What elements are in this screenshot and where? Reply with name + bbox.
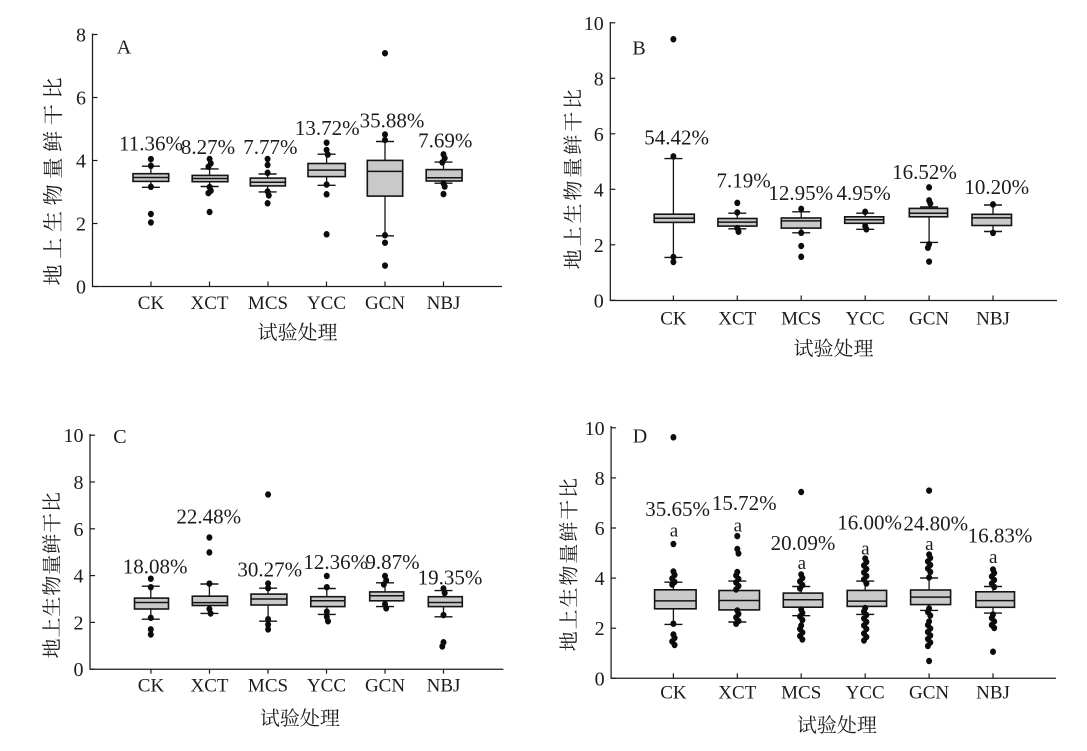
svg-text:MCS: MCS [248, 293, 288, 314]
svg-text:D: D [633, 426, 647, 448]
svg-text:XCT: XCT [191, 676, 229, 697]
svg-text:13.72%: 13.72% [295, 116, 360, 140]
svg-text:22.48%: 22.48% [176, 505, 241, 529]
svg-text:0: 0 [76, 277, 86, 299]
svg-text:2: 2 [76, 214, 86, 236]
svg-text:B: B [632, 38, 645, 60]
svg-text:NBJ: NBJ [427, 293, 461, 314]
svg-text:CK: CK [138, 676, 165, 697]
svg-text:6: 6 [74, 519, 84, 541]
svg-text:CK: CK [660, 308, 687, 329]
svg-text:19.35%: 19.35% [418, 566, 483, 590]
svg-text:11.36%: 11.36% [119, 132, 183, 156]
svg-text:XCT: XCT [191, 293, 229, 314]
svg-text:20.09%: 20.09% [771, 531, 836, 555]
svg-text:a: a [989, 547, 998, 568]
svg-text:MCS: MCS [781, 308, 821, 329]
svg-text:54.42%: 54.42% [644, 126, 709, 150]
svg-text:CK: CK [660, 682, 687, 703]
svg-text:GCN: GCN [909, 682, 949, 703]
svg-text:8.27%: 8.27% [181, 135, 235, 159]
svg-text:4: 4 [74, 566, 84, 588]
svg-text:YCC: YCC [307, 293, 346, 314]
svg-text:35.88%: 35.88% [360, 108, 425, 132]
svg-text:NBJ: NBJ [976, 682, 1010, 703]
svg-text:a: a [925, 534, 934, 555]
svg-text:8: 8 [74, 472, 84, 494]
svg-text:16.00%: 16.00% [837, 511, 902, 535]
svg-text:NBJ: NBJ [976, 308, 1010, 329]
svg-text:8: 8 [76, 25, 86, 47]
svg-text:GCN: GCN [365, 293, 405, 314]
svg-text:4.95%: 4.95% [836, 181, 890, 205]
svg-text:4: 4 [595, 568, 605, 590]
svg-text:C: C [113, 426, 126, 448]
svg-text:CK: CK [138, 293, 165, 314]
svg-text:YCC: YCC [846, 682, 885, 703]
svg-text:10: 10 [584, 13, 604, 35]
svg-text:9.87%: 9.87% [365, 550, 419, 574]
svg-text:12.95%: 12.95% [768, 181, 833, 205]
svg-text:a: a [734, 515, 743, 536]
svg-text:0: 0 [74, 659, 84, 681]
svg-text:6: 6 [76, 88, 86, 110]
svg-text:4: 4 [76, 151, 86, 173]
svg-text:10: 10 [585, 418, 605, 440]
svg-text:2: 2 [74, 612, 84, 634]
svg-text:16.83%: 16.83% [968, 523, 1033, 547]
svg-text:GCN: GCN [909, 308, 949, 329]
svg-text:15.72%: 15.72% [712, 491, 777, 515]
svg-text:a: a [861, 538, 870, 559]
svg-text:XCT: XCT [718, 308, 756, 329]
svg-text:NBJ: NBJ [427, 676, 461, 697]
svg-text:16.52%: 16.52% [892, 160, 957, 184]
svg-text:8: 8 [595, 468, 605, 490]
svg-text:MCS: MCS [248, 676, 288, 697]
svg-text:8: 8 [594, 68, 604, 90]
svg-text:GCN: GCN [365, 676, 405, 697]
svg-text:a: a [798, 553, 807, 574]
svg-text:a: a [670, 521, 679, 542]
svg-text:4: 4 [594, 179, 604, 201]
svg-text:YCC: YCC [846, 308, 885, 329]
svg-text:0: 0 [594, 290, 604, 312]
svg-text:7.19%: 7.19% [716, 169, 770, 193]
svg-text:6: 6 [594, 124, 604, 146]
svg-text:2: 2 [595, 618, 605, 640]
svg-text:18.08%: 18.08% [123, 555, 188, 579]
svg-text:7.69%: 7.69% [418, 128, 472, 152]
svg-text:24.80%: 24.80% [903, 511, 968, 535]
svg-text:30.27%: 30.27% [237, 558, 302, 582]
svg-text:YCC: YCC [307, 676, 346, 697]
svg-text:10: 10 [64, 425, 84, 447]
svg-text:0: 0 [595, 668, 605, 690]
svg-text:12.36%: 12.36% [303, 550, 368, 574]
svg-text:10.20%: 10.20% [964, 175, 1029, 199]
svg-text:35.65%: 35.65% [645, 497, 710, 521]
svg-text:MCS: MCS [781, 682, 821, 703]
svg-text:7.77%: 7.77% [243, 135, 297, 159]
svg-text:2: 2 [594, 235, 604, 257]
svg-text:XCT: XCT [718, 682, 756, 703]
svg-text:A: A [117, 37, 132, 59]
svg-text:6: 6 [595, 518, 605, 540]
